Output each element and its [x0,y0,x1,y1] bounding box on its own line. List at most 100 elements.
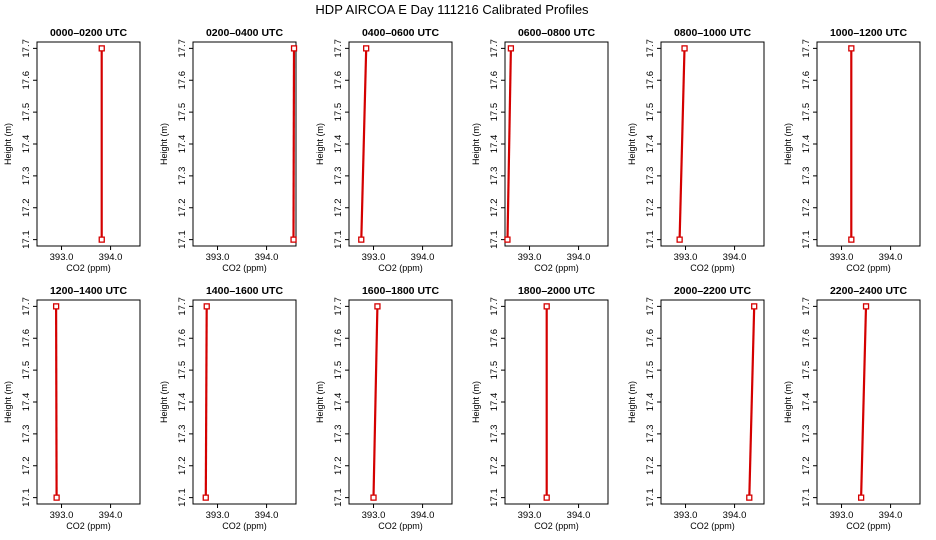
y-tick-label: 17.4 [489,393,500,412]
y-tick-label: 17.7 [489,39,500,58]
panel-title: 2200–2400 UTC [830,285,907,297]
y-tick-label: 17.5 [489,361,500,380]
profile-line [372,306,379,498]
y-tick-label: 17.6 [177,329,188,348]
data-point [363,45,370,52]
x-tick-label: 393.0 [206,252,230,263]
y-axis-label: Height (m) [471,381,481,423]
y-tick-label: 17.3 [645,425,656,444]
y-tick-label: 17.2 [801,199,812,218]
profile-panel: 0400–0600 UTC 393.0 394.0 17.1 17.2 17.3 17.4 1… [315,27,453,273]
y-tick-label: 17.4 [489,135,500,154]
y-axis-label: Height (m) [627,381,637,423]
panel-title: 0800–1000 UTC [674,27,751,39]
x-tick-label: 393.0 [50,252,74,263]
data-point [52,303,60,310]
data-point [203,303,210,310]
x-tick-label: 394.0 [255,510,279,521]
profile-line [748,306,756,498]
x-tick-label: 393.0 [206,510,230,521]
y-tick-label: 17.2 [177,457,188,476]
x-tick-label: 394.0 [411,252,435,263]
y-tick-label: 17.3 [489,425,500,444]
x-axis-label: CO2 (ppm) [690,521,735,531]
y-axis-label: Height (m) [3,123,13,165]
data-point [543,494,550,501]
x-axis-label: CO2 (ppm) [690,263,735,273]
data-point [857,494,865,501]
y-tick-label: 17.1 [801,488,812,507]
panel-title: 1600–1800 UTC [362,285,439,297]
y-tick-label: 17.1 [333,230,344,249]
profile-panel: 0200–0400 UTC 393.0 394.0 17.1 17.2 17.3 17.4 1… [159,27,298,273]
panel-title: 1000–1200 UTC [830,27,907,39]
y-tick-label: 17.2 [489,199,500,218]
x-tick-label: 393.0 [674,252,698,263]
y-tick-label: 17.7 [177,297,188,316]
data-point [543,303,550,310]
y-tick-label: 17.6 [333,71,344,90]
x-tick-label: 394.0 [723,252,747,263]
x-axis-label: CO2 (ppm) [222,521,267,531]
plot-frame [192,299,297,505]
y-tick-label: 17.2 [177,199,188,218]
plot-frame [192,41,297,247]
y-tick-label: 17.6 [177,71,188,90]
y-tick-label: 17.6 [801,329,812,348]
plot-frame [816,41,921,247]
y-tick-label: 17.6 [21,71,32,90]
y-tick-label: 17.3 [645,167,656,186]
y-tick-label: 17.7 [21,297,32,316]
plot-frame [660,299,765,505]
y-tick-label: 17.5 [645,361,656,380]
x-tick-label: 394.0 [567,252,591,263]
y-tick-label: 17.3 [333,425,344,444]
data-point [290,45,298,52]
y-tick-label: 17.5 [177,361,188,380]
y-axis-label: Height (m) [471,123,481,165]
data-point [848,45,855,52]
data-point [848,236,855,243]
y-tick-label: 17.5 [177,103,188,122]
x-tick-label: 393.0 [830,510,854,521]
y-tick-label: 17.6 [645,329,656,348]
y-tick-label: 17.6 [489,329,500,348]
y-axis-label: Height (m) [3,381,13,423]
y-axis-label: Height (m) [159,123,169,165]
panel-title: 1200–1400 UTC [50,285,127,297]
profile-line [860,306,868,498]
data-point [504,236,511,243]
data-point [290,236,297,243]
y-tick-label: 17.7 [333,39,344,58]
y-tick-label: 17.4 [801,393,812,412]
y-tick-label: 17.4 [333,135,344,154]
y-tick-label: 17.1 [489,230,500,249]
y-tick-label: 17.1 [801,230,812,249]
y-tick-label: 17.3 [801,425,812,444]
y-tick-label: 17.1 [645,230,656,249]
profile-line [678,48,686,240]
x-axis-label: CO2 (ppm) [534,263,579,273]
profile-panel: 2200–2400 UTC 393.0 394.0 17.1 17.2 17.3 17.4 1… [783,285,921,531]
x-tick-label: 393.0 [518,510,542,521]
y-tick-label: 17.5 [801,103,812,122]
x-axis-label: CO2 (ppm) [66,521,111,531]
y-tick-label: 17.3 [177,425,188,444]
y-tick-label: 17.6 [489,71,500,90]
plot-frame [816,299,921,505]
y-tick-label: 17.7 [333,297,344,316]
x-axis-label: CO2 (ppm) [846,263,891,273]
profile-line [360,48,368,240]
data-point [358,236,365,243]
y-tick-label: 17.7 [177,39,188,58]
y-tick-label: 17.3 [801,167,812,186]
y-tick-label: 17.2 [333,457,344,476]
y-tick-label: 17.1 [489,488,500,507]
panel-title: 1800–2000 UTC [518,285,595,297]
data-point [98,45,105,52]
y-tick-label: 17.6 [333,329,344,348]
x-axis-label: CO2 (ppm) [222,263,267,273]
x-axis-label: CO2 (ppm) [378,263,423,273]
